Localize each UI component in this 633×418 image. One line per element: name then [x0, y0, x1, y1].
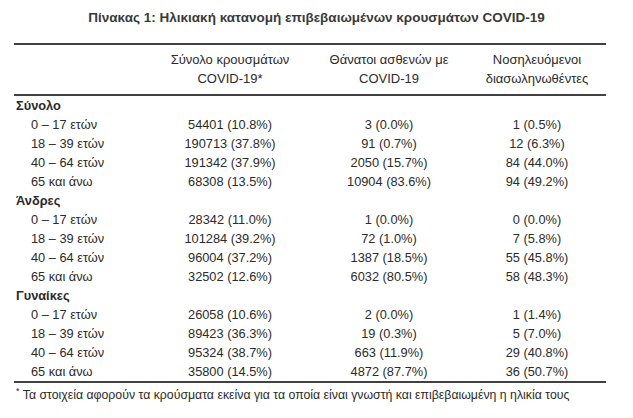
deaths-cell: 6032 (80.5%) — [310, 267, 468, 286]
deaths-cell: 10904 (83.6%) — [310, 172, 468, 191]
section-label: Σύνολο — [14, 95, 606, 115]
intubated-cell: 1 (0.5%) — [468, 115, 606, 134]
deaths-cell: 19 (0.3%) — [310, 324, 468, 343]
deaths-cell: 72 (1.0%) — [310, 229, 468, 248]
table-row: 18 – 39 ετών 89423 (36.3%) 19 (0.3%) 5 (… — [14, 324, 606, 343]
cases-cell: 28342 (11.0%) — [150, 210, 310, 229]
intubated-cell: 29 (40.8%) — [468, 343, 606, 362]
age-group-label: 0 – 17 ετών — [14, 305, 150, 324]
deaths-cell: 91 (0.7%) — [310, 134, 468, 153]
section-label: Γυναίκες — [14, 286, 606, 305]
intubated-cell: 84 (44.0%) — [468, 153, 606, 172]
table-row: 18 – 39 ετών 101284 (39.2%) 72 (1.0%) 7 … — [14, 229, 606, 248]
table-row: 65 και άνω 68308 (13.5%) 10904 (83.6%) 9… — [14, 172, 606, 191]
section-header-men: Άνδρες — [14, 191, 606, 210]
table-row: 40 – 64 ετών 95324 (38.7%) 663 (11.9%) 2… — [14, 343, 606, 362]
intubated-cell: 5 (7.0%) — [468, 324, 606, 343]
section-label: Άνδρες — [14, 191, 606, 210]
age-group-label: 40 – 64 ετών — [14, 153, 150, 172]
age-group-label: 18 – 39 ετών — [14, 229, 150, 248]
deaths-cell: 3 (0.0%) — [310, 115, 468, 134]
header-row: Σύνολο κρουσμάτων COVID-19* Θάνατοι ασθε… — [14, 44, 606, 95]
report-page: Πίνακας 1: Ηλικιακή κατανομή επιβεβαιωμέ… — [0, 0, 633, 418]
intubated-cell: 94 (49.2%) — [468, 172, 606, 191]
age-group-label: 18 – 39 ετών — [14, 324, 150, 343]
footnote-text: Τα στοιχεία αφορούν τα κρούσματα εκείνα … — [23, 388, 570, 402]
age-group-label: 65 και άνω — [14, 362, 150, 382]
header-deaths-line1: Θάνατοι ασθενών με — [330, 52, 449, 67]
covid-age-distribution-table: Σύνολο κρουσμάτων COVID-19* Θάνατοι ασθε… — [14, 43, 606, 383]
table-row: 0 – 17 ετών 28342 (11.0%) 1 (0.0%) 0 (0.… — [14, 210, 606, 229]
header-intubated-line1: Νοσηλευόμενοι — [493, 52, 581, 67]
intubated-cell: 58 (48.3%) — [468, 267, 606, 286]
header-label-column — [14, 44, 150, 95]
cases-cell: 35800 (14.5%) — [150, 362, 310, 382]
cases-cell: 68308 (13.5%) — [150, 172, 310, 191]
table-row: 0 – 17 ετών 54401 (10.8%) 3 (0.0%) 1 (0.… — [14, 115, 606, 134]
table-row: 65 και άνω 35800 (14.5%) 4872 (87.7%) 36… — [14, 362, 606, 382]
table-title: Πίνακας 1: Ηλικιακή κατανομή επιβεβαιωμέ… — [0, 0, 633, 25]
cases-cell: 32502 (12.6%) — [150, 267, 310, 286]
age-group-label: 0 – 17 ετών — [14, 115, 150, 134]
header-deaths: Θάνατοι ασθενών με COVID-19 — [310, 44, 468, 95]
footnote: * Τα στοιχεία αφορούν τα κρούσματα εκείν… — [16, 388, 633, 402]
intubated-cell: 36 (50.7%) — [468, 362, 606, 382]
intubated-cell: 1 (1.4%) — [468, 305, 606, 324]
section-header-women: Γυναίκες — [14, 286, 606, 305]
cases-cell: 54401 (10.8%) — [150, 115, 310, 134]
cases-cell: 26058 (10.6%) — [150, 305, 310, 324]
cases-cell: 89423 (36.3%) — [150, 324, 310, 343]
deaths-cell: 2050 (15.7%) — [310, 153, 468, 172]
table-row: 40 – 64 ετών 191342 (37.9%) 2050 (15.7%)… — [14, 153, 606, 172]
header-total-cases-line1: Σύνολο κρουσμάτων — [171, 52, 290, 67]
header-intubated: Νοσηλευόμενοι διασωληνωθέντες — [468, 44, 606, 95]
section-header-total: Σύνολο — [14, 95, 606, 115]
header-deaths-line2: COVID-19 — [359, 71, 419, 86]
header-intubated-line2: διασωληνωθέντες — [486, 71, 589, 86]
age-group-label: 18 – 39 ετών — [14, 134, 150, 153]
footnote-asterisk: * — [16, 386, 20, 396]
age-group-label: 40 – 64 ετών — [14, 248, 150, 267]
header-total-cases-line2: COVID-19* — [197, 71, 262, 86]
age-group-label: 65 και άνω — [14, 172, 150, 191]
age-group-label: 65 και άνω — [14, 267, 150, 286]
deaths-cell: 1387 (18.5%) — [310, 248, 468, 267]
age-group-label: 40 – 64 ετών — [14, 343, 150, 362]
age-group-label: 0 – 17 ετών — [14, 210, 150, 229]
cases-cell: 101284 (39.2%) — [150, 229, 310, 248]
cases-cell: 190713 (37.8%) — [150, 134, 310, 153]
deaths-cell: 4872 (87.7%) — [310, 362, 468, 382]
cases-cell: 96004 (37.2%) — [150, 248, 310, 267]
cases-cell: 95324 (38.7%) — [150, 343, 310, 362]
intubated-cell: 0 (0.0%) — [468, 210, 606, 229]
deaths-cell: 663 (11.9%) — [310, 343, 468, 362]
header-total-cases: Σύνολο κρουσμάτων COVID-19* — [150, 44, 310, 95]
table-row: 0 – 17 ετών 26058 (10.6%) 2 (0.0%) 1 (1.… — [14, 305, 606, 324]
deaths-cell: 2 (0.0%) — [310, 305, 468, 324]
table-row: 65 και άνω 32502 (12.6%) 6032 (80.5%) 58… — [14, 267, 606, 286]
table-row: 18 – 39 ετών 190713 (37.8%) 91 (0.7%) 12… — [14, 134, 606, 153]
intubated-cell: 55 (45.8%) — [468, 248, 606, 267]
cases-cell: 191342 (37.9%) — [150, 153, 310, 172]
intubated-cell: 12 (6.3%) — [468, 134, 606, 153]
intubated-cell: 7 (5.8%) — [468, 229, 606, 248]
table-row: 40 – 64 ετών 96004 (37.2%) 1387 (18.5%) … — [14, 248, 606, 267]
deaths-cell: 1 (0.0%) — [310, 210, 468, 229]
